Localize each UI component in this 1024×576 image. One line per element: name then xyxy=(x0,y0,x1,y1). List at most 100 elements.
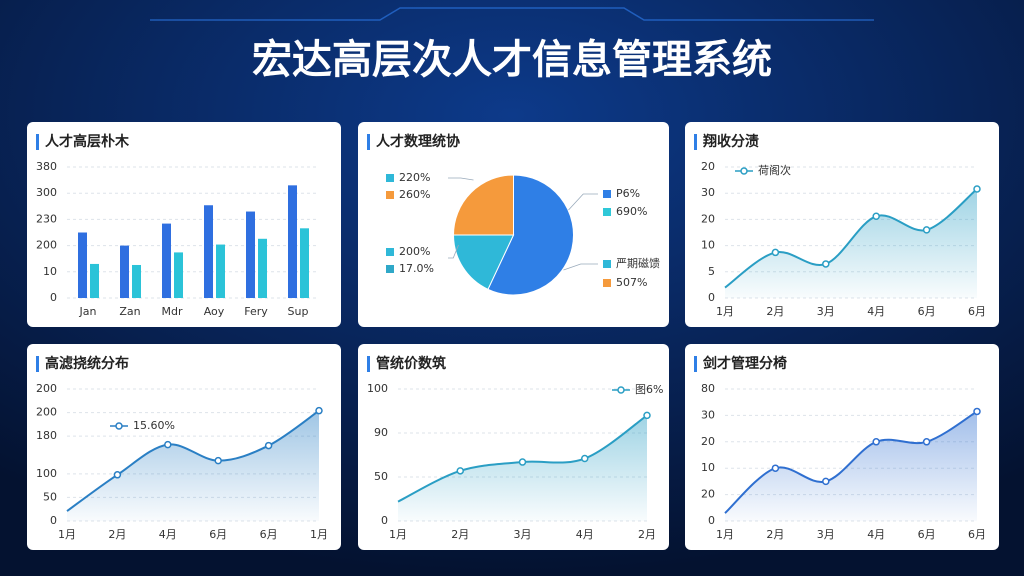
x-tick-label: 6月 xyxy=(968,528,986,541)
y-tick-label: 20 xyxy=(701,488,715,501)
x-tick-label: 1月 xyxy=(58,528,76,541)
bar xyxy=(216,244,225,298)
y-tick-label: 10 xyxy=(701,461,715,474)
y-tick-label: 230 xyxy=(36,212,57,225)
bar xyxy=(78,232,87,298)
x-tick-label: 1月 xyxy=(389,528,407,541)
header-frame xyxy=(150,7,874,21)
chart-panel: 人才高层朴木 0 10 200 230 300 380 Jan Zan Mdr Aoy Fery Sup xyxy=(27,122,341,327)
y-tick-label: 90 xyxy=(374,426,388,439)
y-tick-label: 50 xyxy=(43,490,57,503)
y-tick-label: 20 xyxy=(701,212,715,225)
legend-swatch xyxy=(386,174,394,182)
point xyxy=(822,477,830,486)
y-tick-label: 200 xyxy=(36,239,57,252)
bar xyxy=(174,252,183,298)
x-tick-label: 6月 xyxy=(260,528,278,541)
x-tick-label: 2月 xyxy=(638,528,656,541)
x-tick-label: Jan xyxy=(79,305,97,318)
legend-label: 507% xyxy=(616,276,647,289)
chart-panel: 高滤挠统分布 0 50 100 180 200 200 1月 2月 4月 6月 6月 1月 15.60% xyxy=(27,344,341,550)
panel-title: 管统价数筑 xyxy=(376,355,446,372)
bar xyxy=(162,223,171,298)
x-tick-label: 1月 xyxy=(716,305,734,318)
x-tick-label: 6月 xyxy=(968,305,986,318)
x-tick-label: Aoy xyxy=(204,305,225,318)
x-tick-label: Fery xyxy=(244,305,268,318)
x-tick-label: 2月 xyxy=(108,528,126,541)
line-area xyxy=(398,415,647,521)
x-tick-label: 6月 xyxy=(209,528,227,541)
title-accent xyxy=(694,356,697,372)
pie-slice xyxy=(452,174,514,236)
point xyxy=(872,438,880,446)
point xyxy=(164,440,172,449)
point xyxy=(973,185,981,193)
bar xyxy=(288,185,297,298)
x-tick-label: 1月 xyxy=(716,528,734,541)
y-tick-label: 180 xyxy=(36,429,57,442)
x-tick-label: 4月 xyxy=(576,528,594,541)
legend-label: 荷阁次 xyxy=(758,163,791,177)
point xyxy=(643,411,651,420)
x-tick-label: Mdr xyxy=(162,305,183,318)
leader-line xyxy=(448,244,459,259)
bar xyxy=(132,264,141,298)
panel-title: 高滤挠统分布 xyxy=(45,355,129,372)
panel-title: 翔收分渍 xyxy=(702,133,759,150)
x-tick-label: 2月 xyxy=(766,528,784,541)
pie-slice xyxy=(487,174,574,296)
point xyxy=(822,260,830,268)
point xyxy=(113,471,122,479)
legend-label: 15.60% xyxy=(133,419,175,432)
y-tick-label: 100 xyxy=(367,382,388,395)
y-tick-label: 0 xyxy=(708,514,715,527)
x-tick-label: 6月 xyxy=(918,305,936,318)
leader-line xyxy=(448,177,474,181)
title-accent xyxy=(367,134,370,150)
legend-label: 图6% xyxy=(635,383,663,396)
legend-swatch xyxy=(603,279,611,287)
title-accent xyxy=(36,356,39,372)
point xyxy=(214,456,222,465)
x-tick-label: Zan xyxy=(119,305,140,318)
panel-title: 人才高层朴木 xyxy=(45,133,130,150)
panel-title: 剑才管理分椅 xyxy=(702,355,787,372)
y-tick-label: 80 xyxy=(701,382,715,395)
y-tick-label: 100 xyxy=(36,467,57,480)
legend-marker xyxy=(740,167,748,175)
point xyxy=(872,212,880,221)
bar xyxy=(120,245,129,298)
chart-panel: 剑才管理分椅 0 20 10 20 30 80 1月 2月 3月 4月 6月 6月 xyxy=(685,344,999,550)
point xyxy=(771,464,780,472)
title-accent xyxy=(36,134,39,150)
legend-swatch xyxy=(603,208,611,216)
chart-panel: 翔收分渍 0 5 10 20 30 20 1月 2月 3月 4月 6月 6月 荷阁次 xyxy=(685,122,999,327)
legend-swatch xyxy=(386,191,394,199)
bar xyxy=(300,228,309,298)
y-tick-label: 20 xyxy=(701,160,715,173)
x-tick-label: 4月 xyxy=(867,305,885,318)
x-tick-label: 4月 xyxy=(159,528,177,541)
bar xyxy=(90,263,99,298)
point xyxy=(315,406,323,415)
legend-marker xyxy=(115,422,123,430)
bar xyxy=(258,238,267,298)
chart-panel: 人才数理统协 220% 260% 200% 17.0% P6% 690% 严期磁馈 507% xyxy=(358,122,669,327)
legend-label: 260% xyxy=(399,188,430,201)
legend-label: 220% xyxy=(399,171,430,184)
title-accent xyxy=(367,356,370,372)
y-tick-label: 300 xyxy=(36,186,57,199)
point xyxy=(456,467,464,475)
legend-swatch xyxy=(603,190,611,198)
x-tick-label: 3月 xyxy=(817,305,835,318)
y-tick-label: 0 xyxy=(50,291,57,304)
legend-marker xyxy=(617,386,625,394)
legend-swatch xyxy=(603,260,611,268)
y-tick-label: 10 xyxy=(43,265,57,278)
line-area xyxy=(67,410,319,521)
page-title: 宏达高层次人才信息管理系统 xyxy=(252,37,772,83)
panel-title: 人才数理统协 xyxy=(376,133,460,150)
point xyxy=(518,458,527,466)
